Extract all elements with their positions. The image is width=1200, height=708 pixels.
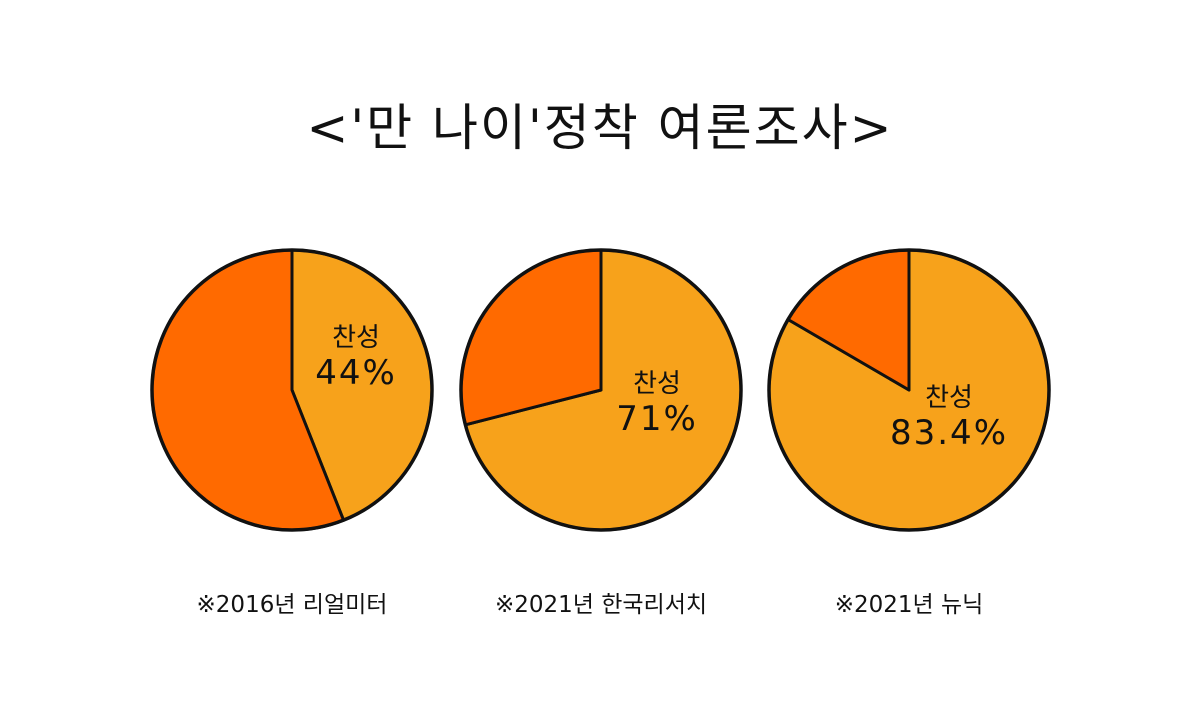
pie-1-outline xyxy=(150,248,434,532)
chart-title: <'만 나이'정착 여론조사> xyxy=(306,99,894,157)
pie-1-caption: ※2016년 리얼미터 xyxy=(197,592,388,618)
pie-3-slice-label: 찬성 xyxy=(925,383,973,413)
pie-1-slice-value: 44% xyxy=(315,353,397,393)
pie-3-caption: ※2021년 뉴닉 xyxy=(835,592,984,618)
pie-1-slice-label: 찬성 xyxy=(332,323,380,353)
pie-2-slice-label: 찬성 xyxy=(633,369,681,399)
pie-3-slice-value: 83.4% xyxy=(890,413,1008,453)
pie-2-slice-value: 71% xyxy=(616,399,698,439)
pie-2-outline xyxy=(459,248,743,532)
pie-3-outline xyxy=(767,248,1051,532)
pie-2-caption: ※2021년 한국리서치 xyxy=(495,592,707,618)
